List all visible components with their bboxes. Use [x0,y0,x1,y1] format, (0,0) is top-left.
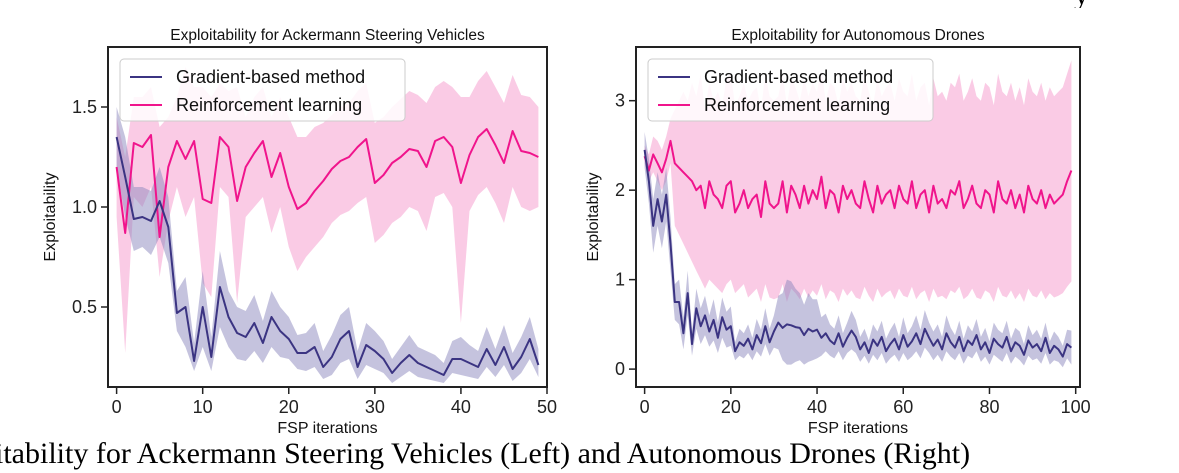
legend-entry: Gradient-based method [704,67,893,87]
gradient-series-line [643,149,1073,358]
rl-series-line [643,139,1073,218]
x-tick-label: 30 [365,397,385,417]
chart-title: Exploitability for Autonomous Drones [731,27,985,44]
y-tick-label: 3 [615,91,625,111]
chart-title: Exploitability for Ackermann Steering Ve… [170,27,485,44]
x-tick-label: 50 [537,397,557,417]
plot-area [115,67,540,383]
caption-top: y [0,0,1179,8]
x-tick-label: 10 [193,397,213,417]
legend: Gradient-based method Reinforcement learn… [647,58,934,122]
axes-frame [635,46,1081,388]
y-tick-label: 0.5 [72,297,97,317]
x-tick-label: 0 [112,397,122,417]
legend-entry: Reinforcement learning [704,95,890,115]
y-axis-label: Exploitability [585,173,602,262]
x-tick-label: 20 [279,397,299,417]
y-tick-label: 1.0 [72,197,97,217]
x-tick-label: 0 [640,397,650,417]
x-tick-label: 100 [1061,397,1091,417]
x-axis-label: FSP iterations [277,420,377,437]
y-tick-label: 2 [615,180,625,200]
axes-frame [107,46,548,388]
x-tick-label: 20 [721,397,741,417]
legend: Gradient-based method Reinforcement learn… [119,58,406,122]
gradient-series-line [115,136,540,376]
y-axis-label: Exploitability [42,173,59,262]
x-tick-label: 60 [893,397,913,417]
x-axis-label: FSP iterations [808,420,908,437]
legend-box [119,58,406,122]
x-tick-label: 40 [451,397,471,417]
panel-right: 0 20 40 60 80 100 0 1 2 3 Exploitability for Auton… [585,27,1091,437]
y-tick-label: 1 [615,270,625,290]
gradient-confidence-band [116,107,539,383]
y-tick-label: 1.5 [72,97,97,117]
legend-entry: Gradient-based method [176,67,365,87]
gradient-confidence-band [644,132,1072,368]
caption-bottom: oitability for Ackermann Steering Vehicl… [0,437,971,470]
rl-series-line [115,128,539,238]
y-tick-label: 0 [615,359,625,379]
x-tick-label: 40 [807,397,827,417]
legend-entry: Reinforcement learning [176,95,362,115]
legend-box [647,58,934,122]
panel-left: 0 10 20 30 40 50 0.5 1.0 1.5 Exploitability for A… [42,27,557,437]
x-tick-label: 80 [979,397,999,417]
